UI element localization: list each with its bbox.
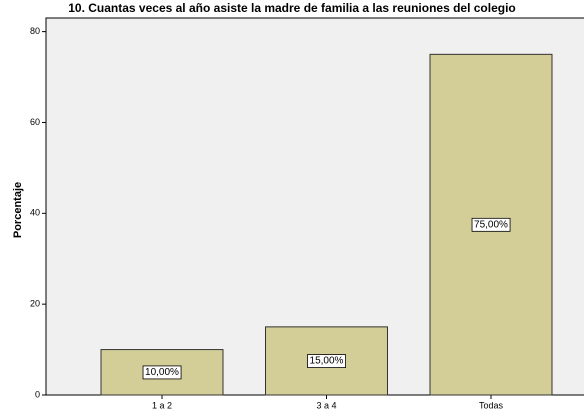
value-label: 15,00% <box>310 356 344 367</box>
value-label-box <box>471 217 511 232</box>
y-tick-label: 60 <box>30 117 40 127</box>
x-tick-label: 1 a 2 <box>152 400 172 410</box>
y-tick-label: 20 <box>30 299 40 309</box>
value-label-box <box>307 354 346 368</box>
y-tick-label: 40 <box>30 208 40 218</box>
y-axis-label: Porcentaje <box>12 182 24 238</box>
y-tick-label: 0 <box>35 389 40 399</box>
value-label: 10,00% <box>145 367 179 378</box>
chart-title: 10. Cuantas veces al año asiste la madre… <box>68 1 516 15</box>
x-tick-label: Todas <box>479 400 504 410</box>
value-label: 75,00% <box>474 219 508 230</box>
x-tick-label: 3 a 4 <box>316 400 336 410</box>
value-label-box <box>142 365 182 380</box>
y-tick-label: 80 <box>30 26 40 36</box>
